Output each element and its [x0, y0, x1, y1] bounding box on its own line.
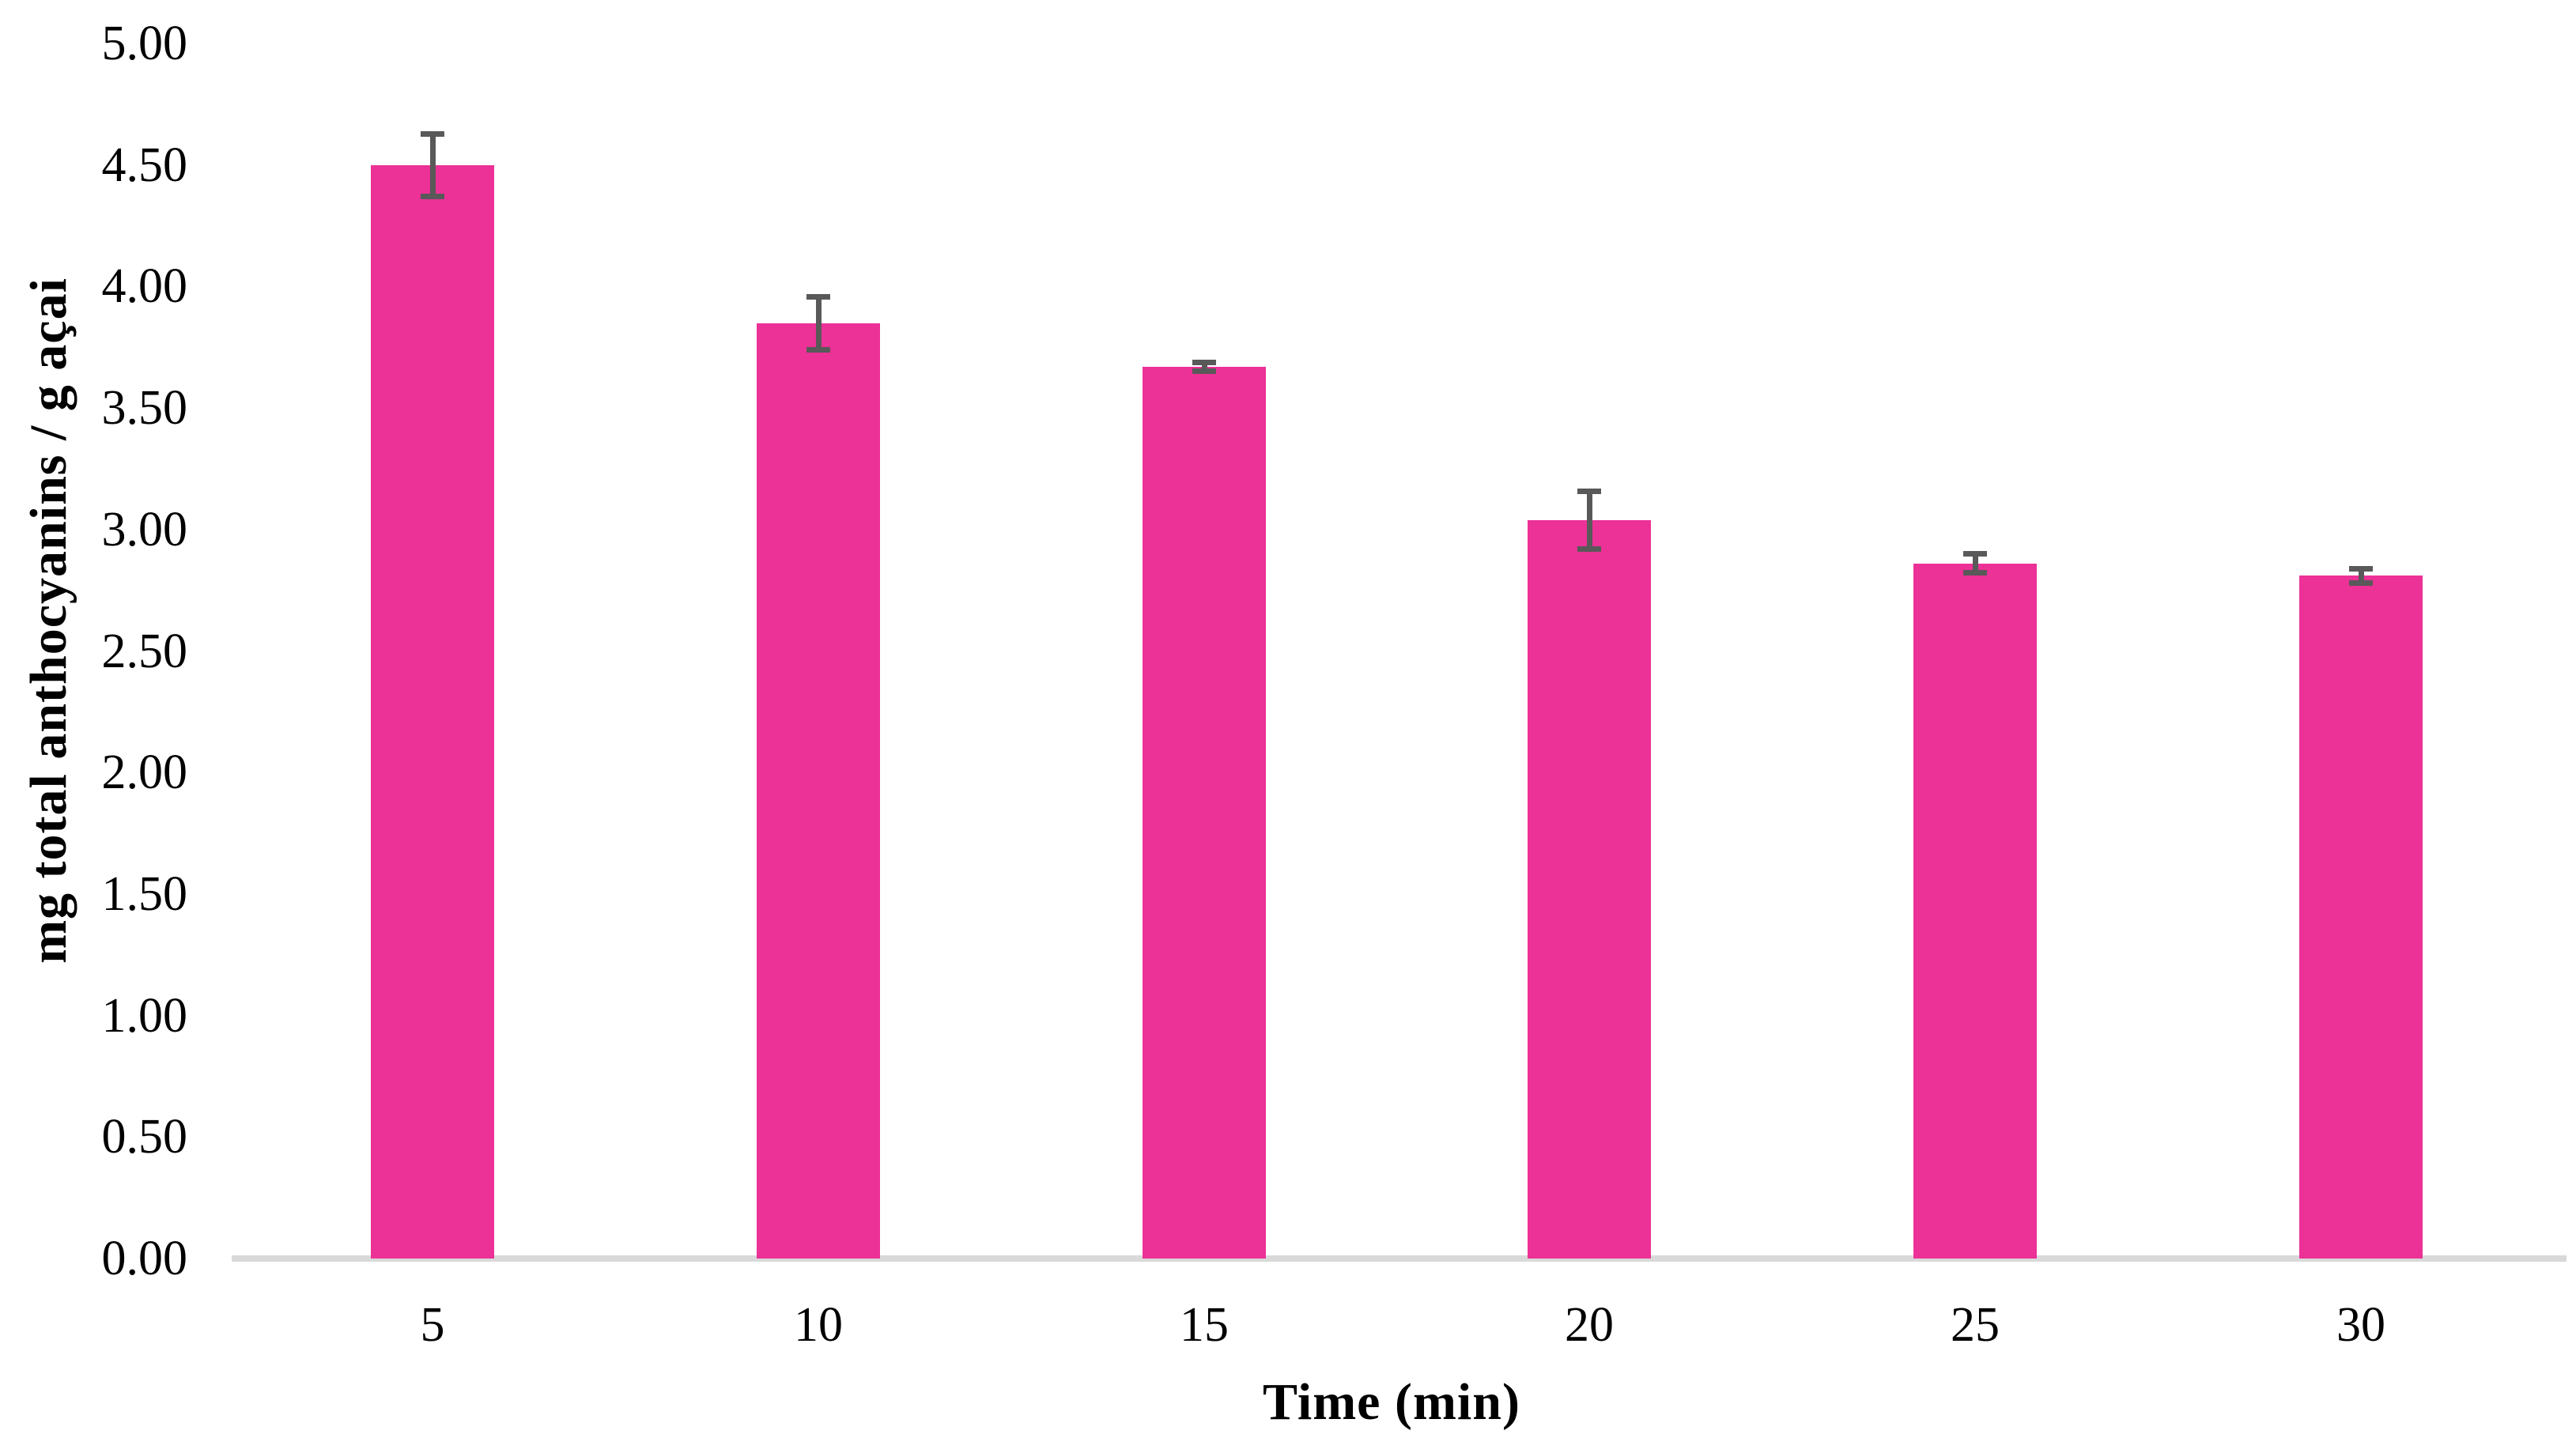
y-tick-label: 2.50	[101, 625, 188, 678]
y-tick-label: 5.00	[101, 17, 188, 70]
y-tick-label: 1.00	[101, 989, 188, 1043]
y-tick-label: 3.50	[101, 381, 188, 435]
y-tick-label: 0.50	[101, 1110, 188, 1164]
y-tick-label: 3.00	[101, 503, 188, 557]
error-bar-20min	[1577, 489, 1601, 552]
x-tick-label: 30	[2336, 1298, 2385, 1352]
bar-15min	[1143, 367, 1266, 1259]
x-tick-label: 15	[1180, 1298, 1229, 1352]
error-bar-5min	[421, 131, 444, 199]
error-bar-10min	[806, 294, 830, 353]
x-tick-label: 5	[420, 1298, 445, 1352]
bar-30min	[2299, 576, 2423, 1259]
y-tick-label: 2.00	[101, 745, 188, 799]
bar-20min	[1528, 520, 1651, 1259]
y-tick-label: 1.50	[101, 867, 188, 921]
x-axis-line	[232, 1255, 2567, 1262]
x-tick-label: 25	[1951, 1298, 2000, 1352]
y-axis-title: mg total anthocyanins / g açai	[20, 277, 77, 964]
error-bar-30min	[2349, 566, 2373, 586]
error-bar-15min	[1192, 360, 1216, 374]
bar-10min	[757, 323, 880, 1259]
x-tick-label: 10	[794, 1298, 843, 1352]
y-tick-label: 4.00	[101, 259, 188, 313]
x-tick-label: 20	[1565, 1298, 1614, 1352]
bar-5min	[371, 165, 494, 1259]
y-tick-label: 4.50	[101, 138, 188, 192]
error-bar-25min	[1963, 551, 1987, 576]
y-tick-label: 0.00	[101, 1232, 188, 1285]
x-axis-title: Time (min)	[1263, 1373, 1520, 1431]
bar-25min	[1913, 564, 2037, 1259]
